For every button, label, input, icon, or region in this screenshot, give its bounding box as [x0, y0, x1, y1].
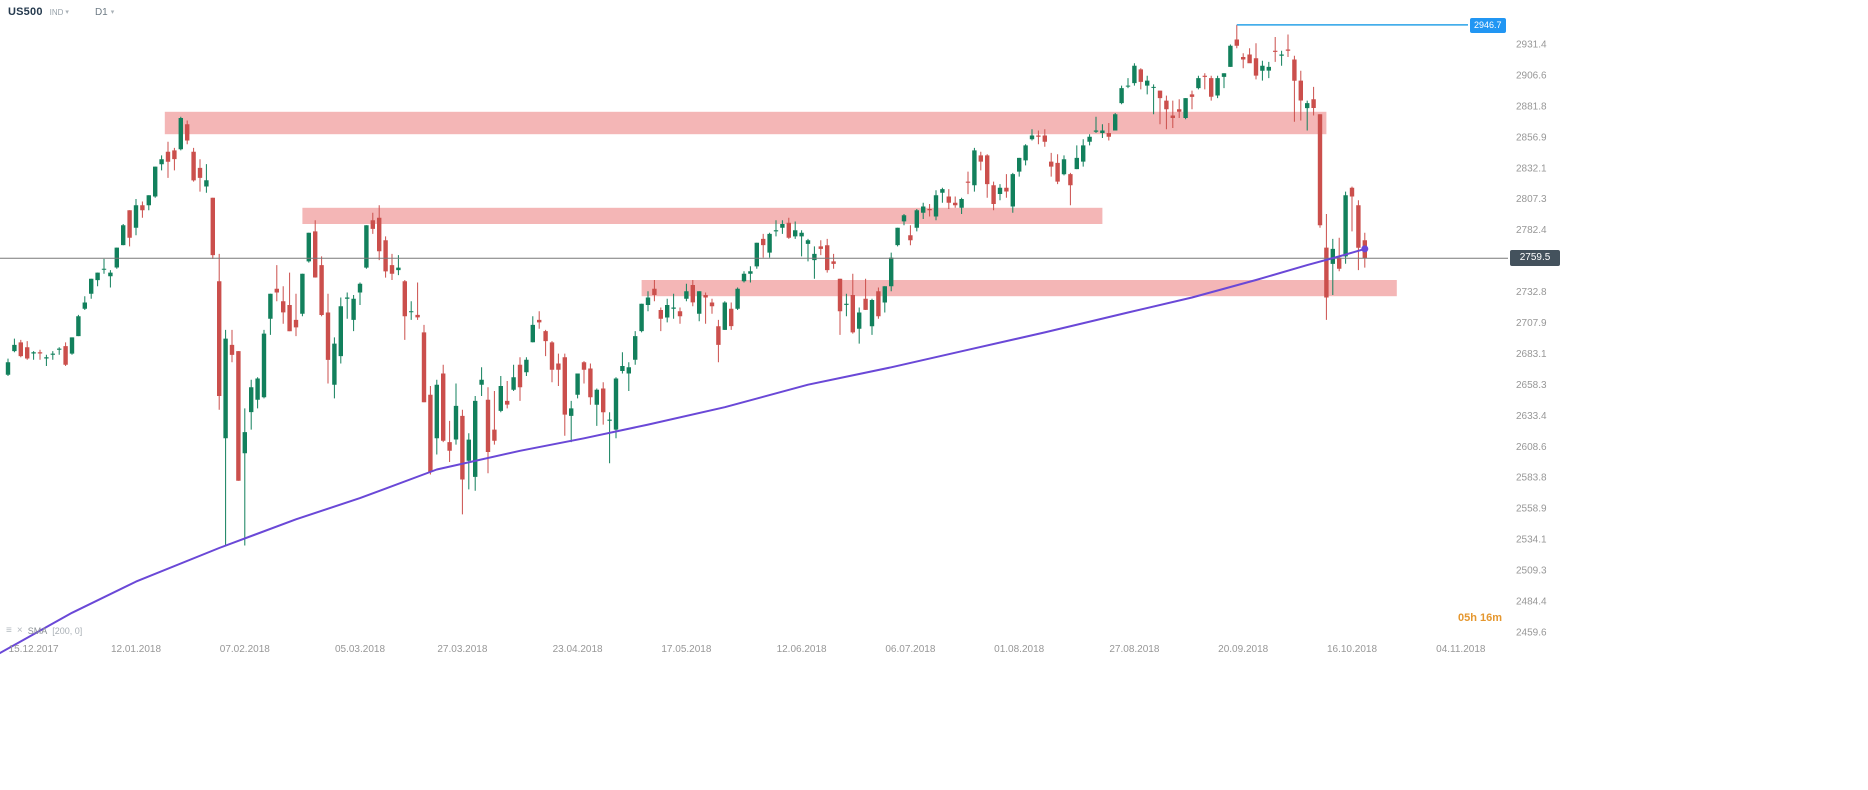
time-axis-label: 20.09.2018 [1218, 644, 1268, 655]
price-axis-label: 2881.8 [1516, 101, 1547, 112]
sma-200-endpoint-dot [1361, 245, 1369, 253]
price-axis-label: 2683.1 [1516, 349, 1547, 360]
indicator-menu-icon[interactable]: ≡ [6, 625, 12, 636]
indicator-params: [200, 0] [52, 626, 83, 636]
chevron-down-icon: ▾ [110, 9, 115, 16]
indicator-remove-icon[interactable]: × [16, 625, 23, 636]
instrument-type-dropdown[interactable]: IND ▾ [50, 8, 69, 17]
time-axis-label: 01.08.2018 [994, 644, 1044, 655]
price-axis-label: 2782.4 [1516, 225, 1547, 236]
resistance-zone [302, 207, 1103, 224]
time-axis-label: 07.02.2018 [220, 644, 270, 655]
price-axis-label: 2807.3 [1516, 194, 1547, 205]
sma-200-line [0, 247, 1366, 655]
current-price-badge: 2759.5 [1510, 250, 1560, 266]
time-axis-label: 12.01.2018 [111, 644, 161, 655]
resistance-zone [164, 111, 1327, 135]
price-axis-label: 2931.4 [1516, 40, 1547, 51]
price-axis-label: 2707.9 [1516, 318, 1547, 329]
price-axis-label: 2558.9 [1516, 504, 1547, 515]
time-axis-label: 12.06.2018 [777, 644, 827, 655]
resistance-zone [641, 280, 1397, 297]
price-axis-label: 2633.4 [1516, 411, 1547, 422]
price-axis-label: 2484.4 [1516, 597, 1547, 608]
alert-price-badge[interactable]: 2946.7 [1470, 18, 1506, 33]
price-axis-label: 2658.3 [1516, 380, 1547, 391]
price-axis-label: 2459.6 [1516, 628, 1547, 639]
time-axis-label: 17.05.2018 [661, 644, 711, 655]
instrument-type-label: IND [49, 7, 64, 17]
price-axis-label: 2583.8 [1516, 473, 1547, 484]
bull-candle-bodies [5, 45, 1348, 477]
time-axis-label: 27.03.2018 [437, 644, 487, 655]
time-axis-label: 15.12.2017 [9, 644, 59, 655]
symbol-label: US500 [8, 6, 43, 18]
price-axis-label: 2732.8 [1516, 287, 1547, 298]
price-axis-label: 2906.6 [1516, 70, 1547, 81]
price-axis-label: 2608.6 [1516, 442, 1547, 453]
indicator-name: SMA [27, 626, 48, 636]
chevron-down-icon: ▾ [65, 9, 69, 16]
time-axis-label: 06.07.2018 [885, 644, 935, 655]
time-axis-label: 05.03.2018 [335, 644, 385, 655]
price-axis-label: 2534.1 [1516, 535, 1547, 546]
time-axis-label: 04.11.2018 [1436, 644, 1486, 655]
time-axis-label: 16.10.2018 [1327, 644, 1377, 655]
price-axis-label: 2509.3 [1516, 566, 1547, 577]
time-axis-label: 23.04.2018 [553, 644, 603, 655]
bear-candle-wicks [20, 24, 1366, 515]
chart-header: US500 IND ▾ D1 ▾ [8, 6, 114, 18]
candle-countdown: 05h 16m [1457, 612, 1502, 624]
indicator-legend: ≡ × SMA [200, 0] [6, 625, 83, 637]
time-axis-label: 27.08.2018 [1109, 644, 1159, 655]
timeframe-label: D1 [94, 6, 108, 18]
price-axis-label: 2832.1 [1516, 163, 1547, 174]
timeframe-dropdown[interactable]: D1 ▾ [95, 7, 114, 18]
price-axis-label: 2856.9 [1516, 132, 1547, 143]
